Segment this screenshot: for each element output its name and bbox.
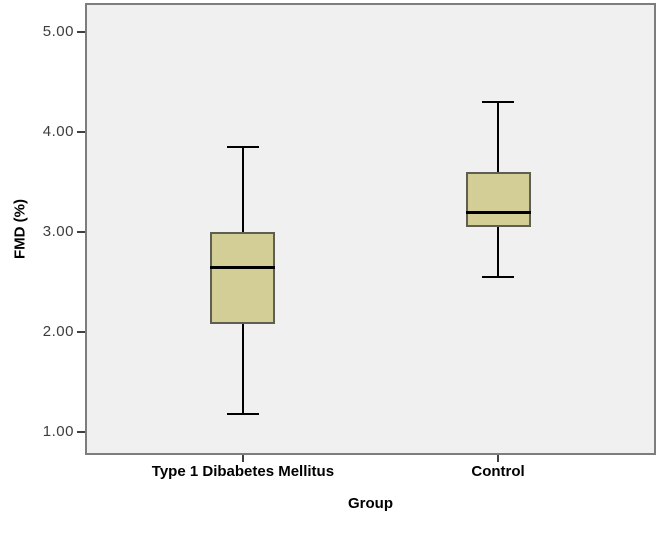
x-axis-title: Group — [348, 495, 393, 512]
lower-whisker-line — [497, 227, 500, 277]
upper-whisker-line — [497, 102, 500, 172]
y-axis-title: FMD (%) — [11, 199, 29, 259]
y-axis-tick — [77, 431, 85, 433]
y-tick-label: 2.00 — [42, 323, 74, 340]
y-tick-label: 5.00 — [42, 23, 74, 40]
median-line — [465, 210, 531, 214]
y-axis-tick — [77, 231, 85, 233]
y-axis-tick — [77, 131, 85, 133]
upper-whisker-line — [241, 147, 244, 232]
lower-whisker-cap — [226, 413, 259, 415]
upper-whisker-cap — [226, 146, 259, 148]
iqr-box — [465, 172, 531, 227]
upper-whisker-cap — [482, 101, 515, 103]
lower-whisker-cap — [482, 276, 515, 278]
x-category-label: Control — [471, 463, 525, 480]
x-axis-tick — [241, 455, 244, 462]
x-axis-tick — [497, 455, 500, 462]
y-tick-label: 4.00 — [42, 123, 74, 140]
x-category-label: Type 1 Dibabetes Mellitus — [151, 463, 335, 480]
y-axis-tick — [77, 31, 85, 33]
iqr-box — [210, 232, 276, 324]
plot-area — [85, 3, 656, 455]
y-axis-tick — [77, 331, 85, 333]
y-tick-label: 3.00 — [42, 223, 74, 240]
median-line — [210, 265, 276, 269]
y-tick-label: 1.00 — [42, 423, 74, 440]
lower-whisker-line — [241, 324, 244, 414]
